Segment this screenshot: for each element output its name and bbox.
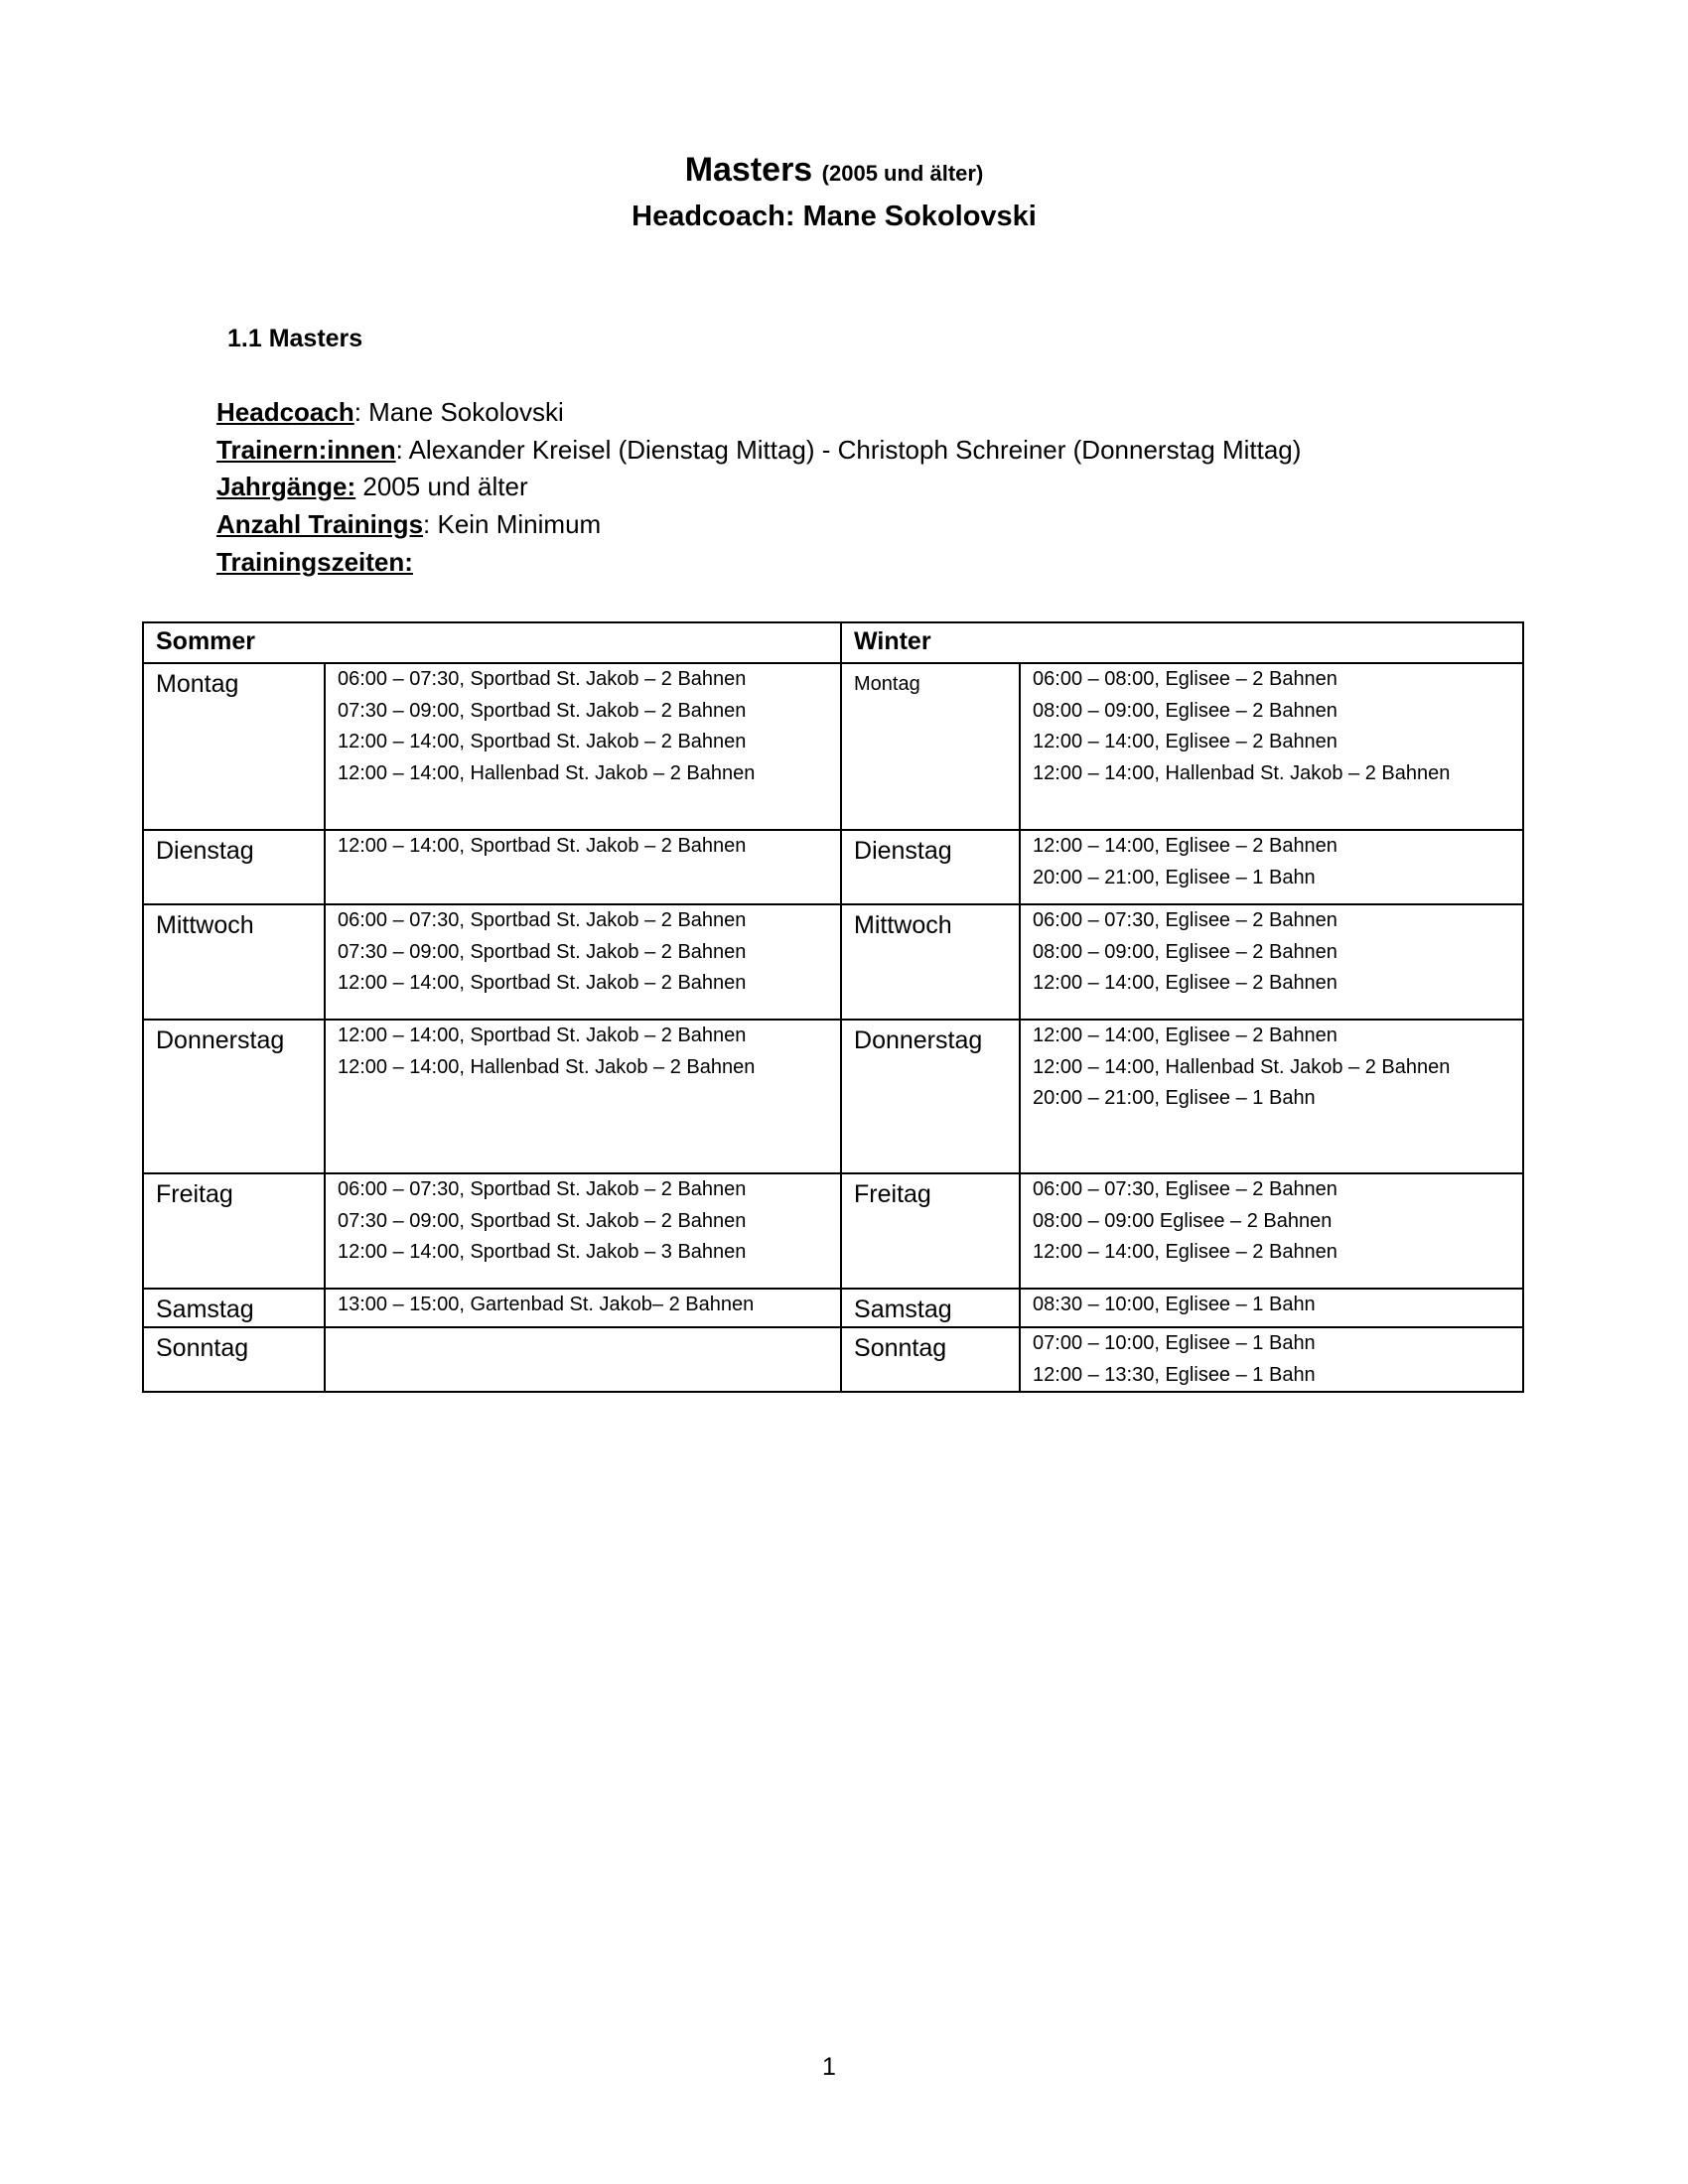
info-line: Headcoach: Mane Sokolovski bbox=[216, 397, 564, 428]
summer-entries bbox=[323, 1326, 843, 1393]
table-row: Montag 06:00 – 07:30, Sportbad St. Jakob … bbox=[142, 662, 1525, 831]
summer-entries: 06:00 – 07:30, Sportbad St. Jakob – 2 Ba… bbox=[323, 662, 843, 831]
schedule-entry: 12:00 – 14:00, Hallenbad St. Jakob – 2 B… bbox=[1033, 1055, 1451, 1078]
schedule-entry: 12:00 – 14:00, Eglisee – 2 Bahnen bbox=[1033, 835, 1337, 857]
winter-day: Donnerstag bbox=[840, 1019, 1022, 1174]
winter-entries: 12:00 – 14:00, Eglisee – 2 Bahnen 12:00 –… bbox=[1019, 1019, 1525, 1174]
table-row: Mittwoch 06:00 – 07:30, Sportbad St. Jako… bbox=[142, 903, 1525, 1021]
schedule-entry: 06:00 – 07:30, Eglisee – 2 Bahnen bbox=[1033, 1178, 1337, 1200]
schedule-entry: 12:00 – 14:00, Sportbad St. Jakob – 2 Ba… bbox=[338, 1024, 747, 1046]
schedule-entry: 12:00 – 14:00, Hallenbad St. Jakob – 2 B… bbox=[338, 761, 756, 784]
summer-day: Donnerstag bbox=[142, 1019, 326, 1174]
summer-header: Sommer bbox=[141, 621, 843, 664]
summer-day: Sonntag bbox=[142, 1326, 326, 1393]
winter-day: Sonntag bbox=[840, 1326, 1022, 1393]
schedule-entry: 06:00 – 07:30, Eglisee – 2 Bahnen bbox=[1033, 909, 1337, 931]
schedule-table: Sommer Winter Montag 06:00 – 07:30, Sport… bbox=[141, 621, 1525, 1393]
summer-entries: 06:00 – 07:30, Sportbad St. Jakob – 2 Ba… bbox=[323, 903, 843, 1021]
schedule-entry: 08:00 – 09:00 Eglisee – 2 Bahnen bbox=[1033, 1209, 1333, 1232]
summer-day: Freitag bbox=[142, 1172, 326, 1290]
winter-day: Samstag bbox=[840, 1288, 1022, 1328]
winter-entries: 07:00 – 10:00, Eglisee – 1 Bahn 12:00 – 1… bbox=[1019, 1326, 1525, 1393]
schedule-entry: 20:00 – 21:00, Eglisee – 1 Bahn bbox=[1033, 866, 1316, 888]
info-line: Jahrgänge: 2005 und älter bbox=[216, 472, 528, 502]
info-key: Headcoach bbox=[216, 397, 354, 427]
winter-entries: 12:00 – 14:00, Eglisee – 2 Bahnen 20:00 –… bbox=[1019, 829, 1525, 905]
info-key: Anzahl Trainings bbox=[216, 509, 424, 539]
schedule-entry: 07:30 – 09:00, Sportbad St. Jakob – 2 Ba… bbox=[338, 940, 747, 963]
winter-entries: 06:00 – 07:30, Eglisee – 2 Bahnen 08:00 –… bbox=[1019, 903, 1525, 1021]
winter-header: Winter bbox=[840, 621, 1525, 664]
winter-day: Freitag bbox=[840, 1172, 1022, 1290]
summer-day: Dienstag bbox=[142, 829, 326, 905]
winter-day: Dienstag bbox=[840, 829, 1022, 905]
info-key: Jahrgänge: bbox=[216, 472, 356, 501]
schedule-entry: 12:00 – 14:00, Sportbad St. Jakob – 2 Ba… bbox=[338, 972, 747, 994]
winter-day: Mittwoch bbox=[840, 903, 1022, 1021]
summer-day: Samstag bbox=[142, 1288, 326, 1328]
winter-entries: 06:00 – 08:00, Eglisee – 2 Bahnen 08:00 –… bbox=[1019, 662, 1525, 831]
info-value: 2005 und älter bbox=[355, 472, 528, 501]
schedule-entry: 06:00 – 07:30, Sportbad St. Jakob – 2 Ba… bbox=[338, 668, 747, 690]
summer-entries: 06:00 – 07:30, Sportbad St. Jakob – 2 Ba… bbox=[323, 1172, 843, 1290]
info-line: Anzahl Trainings: Kein Minimum bbox=[216, 509, 601, 540]
table-row: Dienstag 12:00 – 14:00, Sportbad St. Jako… bbox=[142, 829, 1525, 905]
summer-entries: 12:00 – 14:00, Sportbad St. Jakob – 2 Ba… bbox=[323, 1019, 843, 1174]
table-row: Donnerstag 12:00 – 14:00, Sportbad St. Ja… bbox=[142, 1019, 1525, 1174]
info-key: Trainingszeiten: bbox=[216, 547, 413, 577]
schedule-entry: 13:00 – 15:00, Gartenbad St. Jakob– 2 Ba… bbox=[338, 1294, 755, 1315]
summer-day: Mittwoch bbox=[142, 903, 326, 1021]
winter-entries: 06:00 – 07:30, Eglisee – 2 Bahnen 08:00 –… bbox=[1019, 1172, 1525, 1290]
page-number: 1 bbox=[822, 2053, 836, 2081]
info-line: Trainern:innen: Alexander Kreisel (Diens… bbox=[216, 435, 1301, 466]
schedule-entry: 08:00 – 09:00, Eglisee – 2 Bahnen bbox=[1033, 699, 1337, 722]
info-value: : Mane Sokolovski bbox=[353, 397, 564, 427]
schedule-entry: 12:00 – 14:00, Eglisee – 2 Bahnen bbox=[1033, 972, 1337, 994]
section-heading: 1.1 Masters bbox=[227, 325, 363, 352]
table-row: Freitag 06:00 – 07:30, Sportbad St. Jakob… bbox=[142, 1172, 1525, 1290]
schedule-entry: 12:00 – 14:00, Sportbad St. Jakob – 2 Ba… bbox=[338, 731, 747, 752]
winter-day: Montag bbox=[840, 662, 1022, 831]
schedule-entry: 07:00 – 10:00, Eglisee – 1 Bahn bbox=[1033, 1332, 1316, 1354]
schedule-entry: 12:00 – 14:00, Sportbad St. Jakob – 2 Ba… bbox=[338, 835, 747, 857]
schedule-entry: 06:00 – 08:00, Eglisee – 2 Bahnen bbox=[1033, 668, 1337, 690]
schedule-entry: 12:00 – 14:00, Sportbad St. Jakob – 3 Ba… bbox=[338, 1241, 747, 1263]
schedule-entry: 06:00 – 07:30, Sportbad St. Jakob – 2 Ba… bbox=[338, 1178, 747, 1200]
info-line: Trainingszeiten: bbox=[216, 547, 413, 578]
schedule-entry: 07:30 – 09:00, Sportbad St. Jakob – 2 Ba… bbox=[338, 1209, 747, 1232]
info-value: : Alexander Kreisel (Dienstag Mittag) - … bbox=[395, 435, 1302, 465]
schedule-entry: 07:30 – 09:00, Sportbad St. Jakob – 2 Ba… bbox=[338, 699, 747, 722]
schedule-entry: 12:00 – 14:00, Hallenbad St. Jakob – 2 B… bbox=[338, 1055, 756, 1078]
schedule-entry: 12:00 – 14:00, Eglisee – 2 Bahnen bbox=[1033, 1024, 1337, 1046]
info-value: : Kein Minimum bbox=[423, 509, 602, 539]
schedule-entry: 20:00 – 21:00, Eglisee – 1 Bahn bbox=[1033, 1087, 1316, 1109]
schedule-entry: 12:00 – 13:30, Eglisee – 1 Bahn bbox=[1033, 1363, 1316, 1386]
summer-entries: 13:00 – 15:00, Gartenbad St. Jakob– 2 Ba… bbox=[323, 1288, 843, 1328]
schedule-entry: 12:00 – 14:00, Eglisee – 2 Bahnen bbox=[1033, 1241, 1337, 1263]
title-main: Masters bbox=[684, 151, 813, 189]
title-sub: (2005 und älter) bbox=[821, 161, 984, 186]
table-row: Samstag 13:00 – 15:00, Gartenbad St. Jako… bbox=[142, 1288, 1525, 1328]
summer-day: Montag bbox=[142, 662, 326, 831]
document-title: Masters (2005 und älter) bbox=[0, 151, 1668, 190]
winter-entries: 08:30 – 10:00, Eglisee – 1 Bahn bbox=[1019, 1288, 1525, 1328]
schedule-entry: 08:30 – 10:00, Eglisee – 1 Bahn bbox=[1033, 1294, 1316, 1315]
schedule-entry: 08:00 – 09:00, Eglisee – 2 Bahnen bbox=[1033, 940, 1337, 963]
schedule-entry: 12:00 – 14:00, Hallenbad St. Jakob – 2 B… bbox=[1033, 761, 1451, 784]
table-row: Sonntag Sonntag 07:00 – 10:00, Eglisee – 1… bbox=[142, 1326, 1525, 1393]
schedule-entry: 12:00 – 14:00, Eglisee – 2 Bahnen bbox=[1033, 731, 1337, 752]
info-key: Trainern:innen bbox=[216, 435, 396, 465]
summer-entries: 12:00 – 14:00, Sportbad St. Jakob – 2 Ba… bbox=[323, 829, 843, 905]
document-subtitle: Headcoach: Mane Sokolovski bbox=[632, 201, 1037, 232]
schedule-entry: 06:00 – 07:30, Sportbad St. Jakob – 2 Ba… bbox=[338, 909, 747, 931]
